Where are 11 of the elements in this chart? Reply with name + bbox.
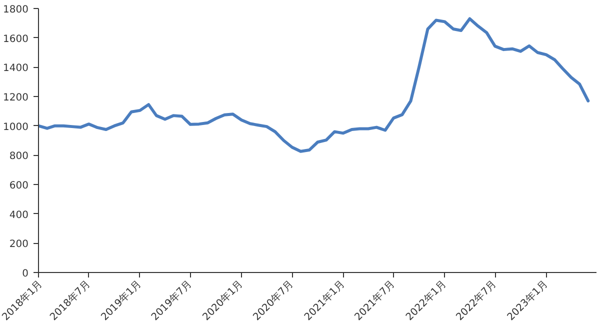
y-tick-label: 1800 bbox=[3, 4, 29, 16]
y-tick-label: 600 bbox=[9, 180, 29, 192]
y-tick-label: 200 bbox=[9, 239, 29, 250]
line-series bbox=[38, 17, 590, 153]
y-tick-label: 400 bbox=[9, 210, 29, 221]
y-tick-label: 1200 bbox=[3, 92, 29, 104]
y-tick-label: 0 bbox=[22, 268, 29, 280]
y-tick-label: 1000 bbox=[3, 122, 29, 133]
y-tick-label: 1600 bbox=[3, 34, 29, 45]
y-tick-label: 1400 bbox=[3, 63, 29, 74]
y-tick-label: 800 bbox=[9, 151, 29, 162]
